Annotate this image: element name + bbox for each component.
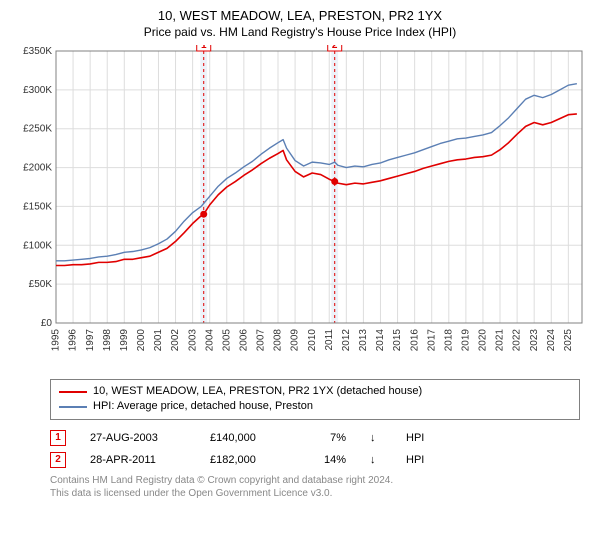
svg-text:2: 2 <box>332 45 338 51</box>
svg-text:2009: 2009 <box>290 328 301 351</box>
sale-marker: 2 <box>50 452 66 468</box>
sale-marker: 1 <box>50 430 66 446</box>
svg-text:2012: 2012 <box>341 328 352 351</box>
footnote: Contains HM Land Registry data © Crown c… <box>50 474 590 500</box>
svg-text:£50K: £50K <box>29 279 53 290</box>
svg-text:2011: 2011 <box>324 328 335 350</box>
svg-text:2020: 2020 <box>478 328 489 351</box>
svg-text:2001: 2001 <box>153 328 164 351</box>
figure-container: 10, WEST MEADOW, LEA, PRESTON, PR2 1YX P… <box>0 0 600 506</box>
chart-title: 10, WEST MEADOW, LEA, PRESTON, PR2 1YX <box>10 8 590 25</box>
svg-text:2019: 2019 <box>461 328 472 351</box>
svg-text:2014: 2014 <box>375 328 386 351</box>
legend-label-hpi: HPI: Average price, detached house, Pres… <box>93 399 313 414</box>
svg-text:2000: 2000 <box>136 328 147 351</box>
svg-text:£150K: £150K <box>23 201 52 212</box>
svg-text:2006: 2006 <box>238 328 249 351</box>
svg-text:2024: 2024 <box>546 328 557 351</box>
svg-text:2003: 2003 <box>187 328 198 351</box>
svg-text:1999: 1999 <box>119 328 130 351</box>
svg-text:£250K: £250K <box>23 124 52 135</box>
svg-text:2015: 2015 <box>392 328 403 351</box>
sales-table: 1 27-AUG-2003 £140,000 7% ↓ HPI 2 28-APR-2011 £1… <box>50 430 590 468</box>
svg-text:2005: 2005 <box>221 328 232 351</box>
svg-text:2018: 2018 <box>443 328 454 351</box>
legend: 10, WEST MEADOW, LEA, PRESTON, PR2 1YX (… <box>50 379 580 420</box>
svg-text:2008: 2008 <box>273 328 284 351</box>
svg-text:£300K: £300K <box>23 85 52 96</box>
svg-text:1995: 1995 <box>51 328 62 351</box>
svg-text:2002: 2002 <box>170 328 181 351</box>
legend-swatch-hpi <box>59 406 87 408</box>
svg-text:1998: 1998 <box>102 328 113 351</box>
chart-subtitle: Price paid vs. HM Land Registry's House … <box>10 25 590 39</box>
down-arrow-icon: ↓ <box>370 454 382 466</box>
svg-text:2025: 2025 <box>563 328 574 351</box>
sale-row: 2 28-APR-2011 £182,000 14% ↓ HPI <box>50 452 590 468</box>
sale-date: 27-AUG-2003 <box>90 432 186 444</box>
sale-price: £140,000 <box>210 432 282 444</box>
svg-text:1996: 1996 <box>68 328 79 351</box>
sale-row: 1 27-AUG-2003 £140,000 7% ↓ HPI <box>50 430 590 446</box>
svg-text:2017: 2017 <box>426 328 437 351</box>
legend-item-property: 10, WEST MEADOW, LEA, PRESTON, PR2 1YX (… <box>59 384 571 399</box>
svg-text:£0: £0 <box>41 318 53 329</box>
sale-price: £182,000 <box>210 454 282 466</box>
sale-date: 28-APR-2011 <box>90 454 186 466</box>
sale-ref: HPI <box>406 432 436 444</box>
footnote-line2: This data is licensed under the Open Gov… <box>50 487 590 500</box>
down-arrow-icon: ↓ <box>370 432 382 444</box>
legend-item-hpi: HPI: Average price, detached house, Pres… <box>59 399 571 414</box>
svg-text:2013: 2013 <box>358 328 369 351</box>
svg-text:2007: 2007 <box>256 328 267 351</box>
svg-text:2023: 2023 <box>529 328 540 351</box>
svg-text:£100K: £100K <box>23 240 52 251</box>
legend-swatch-property <box>59 391 87 393</box>
sale-pct: 7% <box>306 432 346 444</box>
svg-text:2022: 2022 <box>512 328 523 351</box>
svg-text:£200K: £200K <box>23 162 52 173</box>
svg-text:2016: 2016 <box>409 328 420 351</box>
sale-ref: HPI <box>406 454 436 466</box>
footnote-line1: Contains HM Land Registry data © Crown c… <box>50 474 590 487</box>
chart-area: £0 £50K £100K £150K £200K £250K £300K £350K 1995… <box>10 45 590 375</box>
line-chart: £0 £50K £100K £150K £200K £250K £300K £350K 1995… <box>10 45 590 375</box>
svg-text:£350K: £350K <box>23 46 52 57</box>
svg-text:2004: 2004 <box>204 328 215 351</box>
legend-label-property: 10, WEST MEADOW, LEA, PRESTON, PR2 1YX (… <box>93 384 422 399</box>
sale-pct: 14% <box>306 454 346 466</box>
svg-text:1: 1 <box>201 45 207 51</box>
svg-text:2010: 2010 <box>307 328 318 351</box>
svg-text:2021: 2021 <box>495 328 506 351</box>
svg-text:1997: 1997 <box>85 328 96 351</box>
